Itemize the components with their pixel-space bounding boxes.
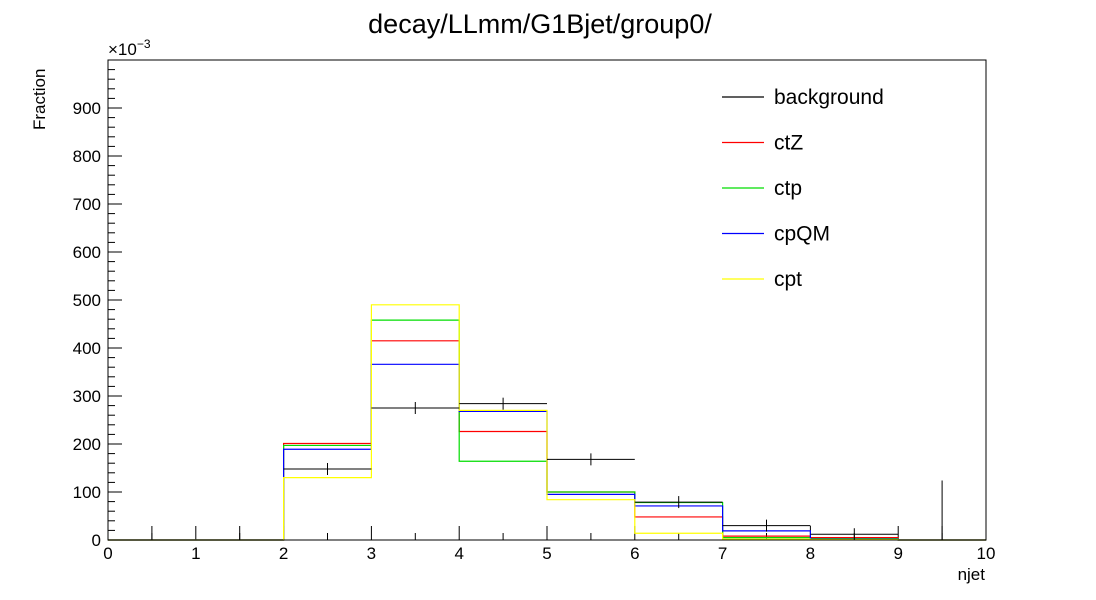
legend-entry-ctz: ctZ xyxy=(722,132,803,155)
x-tick-label: 0 xyxy=(103,544,112,563)
legend: background ctZ ctp cpQM cpt xyxy=(722,86,884,291)
y-multiplier-label: ×10−3 xyxy=(108,37,151,59)
series-background-point xyxy=(459,397,547,410)
series-background-point xyxy=(810,528,899,541)
series-background-point xyxy=(371,402,460,414)
legend-label: background xyxy=(774,86,884,109)
legend-entry-cpt: cpt xyxy=(722,268,802,291)
y-multiplier-base: ×10 xyxy=(108,40,137,59)
x-tick-label: 10 xyxy=(977,544,996,563)
y-tick-label: 900 xyxy=(73,99,101,118)
x-tick-label: 2 xyxy=(279,544,288,563)
y-tick-label: 100 xyxy=(73,483,101,502)
x-tick-label: 3 xyxy=(367,544,376,563)
data-series xyxy=(108,304,986,541)
legend-entry-cpqm: cpQM xyxy=(722,223,830,246)
y-tick-label: 800 xyxy=(73,147,101,166)
x-tick-label: 1 xyxy=(191,544,200,563)
x-tick-label: 7 xyxy=(718,544,727,563)
legend-label: ctp xyxy=(774,177,802,200)
y-tick-label: 200 xyxy=(73,435,101,454)
y-tick-label: 300 xyxy=(73,387,101,406)
x-tick-label: 5 xyxy=(542,544,551,563)
series-background-point xyxy=(547,453,635,466)
y-tick-label: 0 xyxy=(92,531,101,550)
legend-entry-ctp: ctp xyxy=(722,177,802,200)
y-multiplier-exponent: −3 xyxy=(137,37,151,51)
y-tick-label: 600 xyxy=(73,243,101,262)
y-tick-label: 700 xyxy=(73,195,101,214)
legend-label: ctZ xyxy=(774,132,803,155)
series-background-point xyxy=(634,496,723,509)
series-background-point xyxy=(283,462,372,475)
legend-entry-background: background xyxy=(722,86,884,109)
series-background-point xyxy=(722,519,811,532)
x-tick-label: 8 xyxy=(806,544,815,563)
y-tick-label: 400 xyxy=(73,339,101,358)
chart-title: decay/LLmm/G1Bjet/group0/ xyxy=(368,9,712,39)
plot-frame xyxy=(107,59,987,541)
x-axis-label: njet xyxy=(958,565,986,584)
x-tick-label: 6 xyxy=(630,544,639,563)
legend-label: cpQM xyxy=(774,223,830,246)
y-tick-label: 500 xyxy=(73,291,101,310)
y-axis-label: Fraction xyxy=(30,69,49,130)
x-tick-label: 4 xyxy=(454,544,463,563)
legend-label: cpt xyxy=(774,268,802,291)
x-tick-label: 9 xyxy=(893,544,902,563)
